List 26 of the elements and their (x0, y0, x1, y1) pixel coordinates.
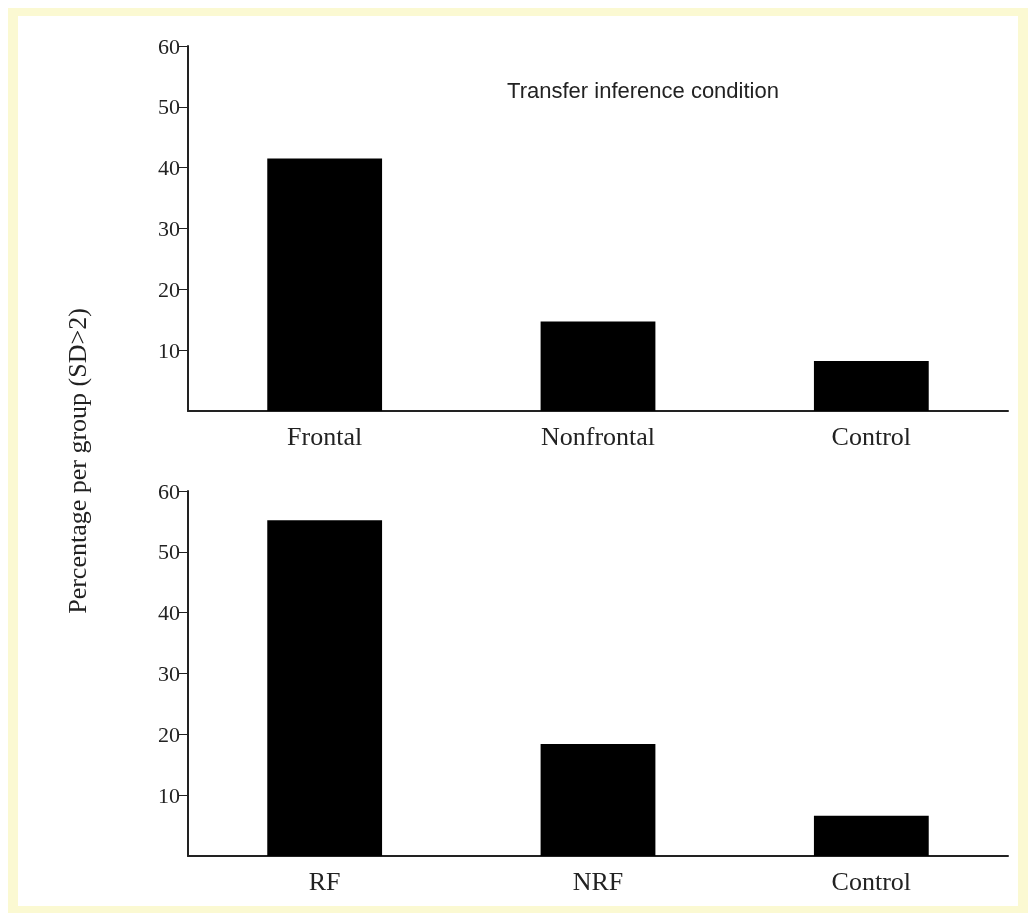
bar (267, 520, 383, 856)
x-tick-label: Control (831, 866, 912, 896)
x-tick-label: Control (831, 421, 912, 451)
bar (813, 361, 929, 411)
y-tick-label: 60 (158, 478, 180, 504)
y-tick-label: 10 (158, 782, 180, 808)
x-tick-label: NRF (572, 866, 624, 896)
bar (540, 321, 656, 411)
y-tick-label: 20 (158, 276, 180, 302)
bar (813, 815, 929, 856)
text: Transfer inference condition (507, 77, 779, 103)
x-tick-label: Frontal (287, 421, 363, 451)
y-axis-title: Percentage per group (SD>2) (63, 308, 93, 614)
y-tick-label: 30 (158, 216, 180, 241)
x-tick-label: Nonfrontal (540, 421, 656, 451)
bar (267, 158, 383, 411)
y-tick-label: 50 (158, 94, 180, 120)
bar (540, 744, 656, 856)
y-tick-label: 10 (158, 337, 180, 363)
y-tick-label: 40 (158, 155, 180, 181)
y-tick-label: 20 (158, 721, 180, 747)
y-tick-label: 30 (158, 661, 180, 686)
x-tick-label: RF (308, 866, 341, 896)
y-tick-label: 40 (158, 600, 180, 626)
y-tick-label: 50 (158, 539, 180, 565)
y-tick-label: 60 (158, 33, 180, 59)
